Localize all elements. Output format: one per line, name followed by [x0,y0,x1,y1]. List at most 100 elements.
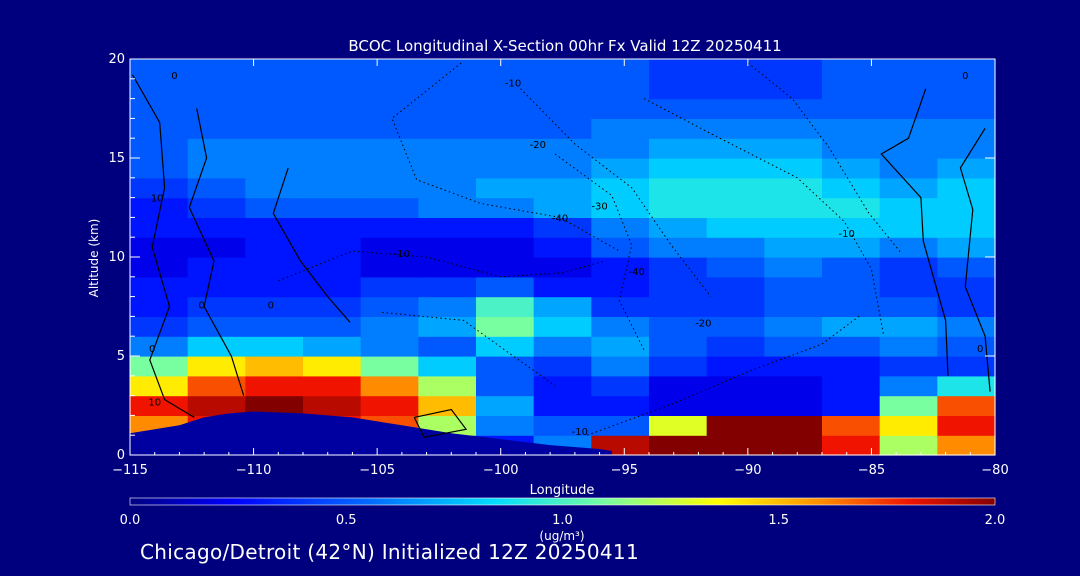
heatmap-cell [476,217,535,238]
y-tick-label: 0 [117,448,125,463]
heatmap-cell [360,395,419,416]
heatmap-cell [937,197,996,218]
heatmap-cell [303,98,362,119]
heatmap-cell [822,138,881,159]
heatmap-cell [706,118,765,139]
heatmap-cell [360,356,419,377]
heatmap-cell [764,375,823,397]
heatmap-cell [418,158,477,179]
heatmap-cell [533,237,592,258]
heatmap-cell [245,257,304,278]
footer-caption: Chicago/Detroit (42°N) Initialized 12Z 2… [140,540,639,564]
y-tick-label: 15 [108,151,125,166]
heatmap-cell [937,237,996,258]
heatmap-cell [937,78,996,100]
heatmap-cell [360,296,419,317]
heatmap-cell [303,118,362,139]
heatmap-cell [764,237,823,258]
heatmap-cell [822,356,881,377]
heatmap-cell [476,395,535,416]
heatmap-cell [879,415,938,436]
terrain [130,411,612,455]
heatmap-cell [879,78,938,100]
heatmap-cell [649,59,708,80]
heatmap-cell [360,78,419,100]
heatmap-cell [649,316,708,337]
heatmap-cell [706,197,765,218]
heatmap-cell [937,296,996,317]
heatmap-cell [706,59,765,80]
heatmap-cell [764,138,823,159]
contour-line [643,98,885,337]
heatmap-cell [822,98,881,119]
heatmap-cell [649,336,708,357]
heatmap-cell [476,59,535,80]
heatmap-cell [476,78,535,100]
heatmap-cell [245,217,304,238]
heatmap-cell [879,158,938,179]
heatmap-cell [245,197,304,218]
heatmap-cell [360,257,419,278]
heatmap-cell [187,197,246,218]
heatmap-cell [187,217,246,238]
heatmap-cell [591,217,650,238]
heatmap-cell [533,375,592,397]
heatmap-cell [822,415,881,436]
heatmap-cell [303,336,362,357]
heatmap-cell [130,118,189,139]
heatmap-cell [706,217,765,238]
heatmap-cell [245,276,304,298]
heatmap-cell [130,316,189,337]
heatmap-cell [591,395,650,416]
heatmap-cell [533,395,592,416]
heatmap-cell [937,257,996,278]
heatmap-cell [649,435,708,456]
heatmap-cell [879,316,938,337]
heatmap-cell [649,138,708,159]
heatmap-cell [187,356,246,377]
heatmap-cell [476,158,535,179]
heatmap-cell [822,257,881,278]
heatmap-cell [533,98,592,119]
heatmap-cell [822,375,881,397]
heatmap-cell [591,356,650,377]
heatmap-cell [591,98,650,119]
heatmap-cell [822,435,881,456]
heatmap-cell [418,197,477,218]
heatmap-cell [130,78,189,100]
heatmap-cell [764,296,823,317]
heatmap-cell [418,296,477,317]
heatmap-cell [187,257,246,278]
heatmap-cell [303,316,362,337]
contour-label: -40 [628,267,644,278]
heatmap-cell [476,356,535,377]
heatmap-cell [764,78,823,100]
heatmap-cell [533,257,592,278]
heatmap-cell [187,395,246,416]
heatmap-cell [937,59,996,80]
heatmap-cell [245,375,304,397]
heatmap-cell [360,138,419,159]
heatmap-cell [706,276,765,298]
heatmap-cell [937,336,996,357]
heatmap-cell [476,237,535,258]
heatmap-cell [303,395,362,416]
heatmap-cell [187,98,246,119]
heatmap-cell [822,336,881,357]
colorbar-unit-label: (ug/m³) [539,529,584,543]
heatmap-cell [533,336,592,357]
heatmap-cell [187,59,246,80]
heatmap-cell [706,296,765,317]
heatmap-cell [822,118,881,139]
heatmap-cell [360,197,419,218]
heatmap-cell [418,375,477,397]
contour-label: -10 [394,249,410,260]
heatmap-cell [418,257,477,278]
contour-line [413,408,468,438]
contour-line [131,74,195,418]
heatmap-cell [591,415,650,436]
heatmap-cell [418,316,477,337]
heatmap-cell [360,118,419,139]
heatmap-cell [879,257,938,278]
